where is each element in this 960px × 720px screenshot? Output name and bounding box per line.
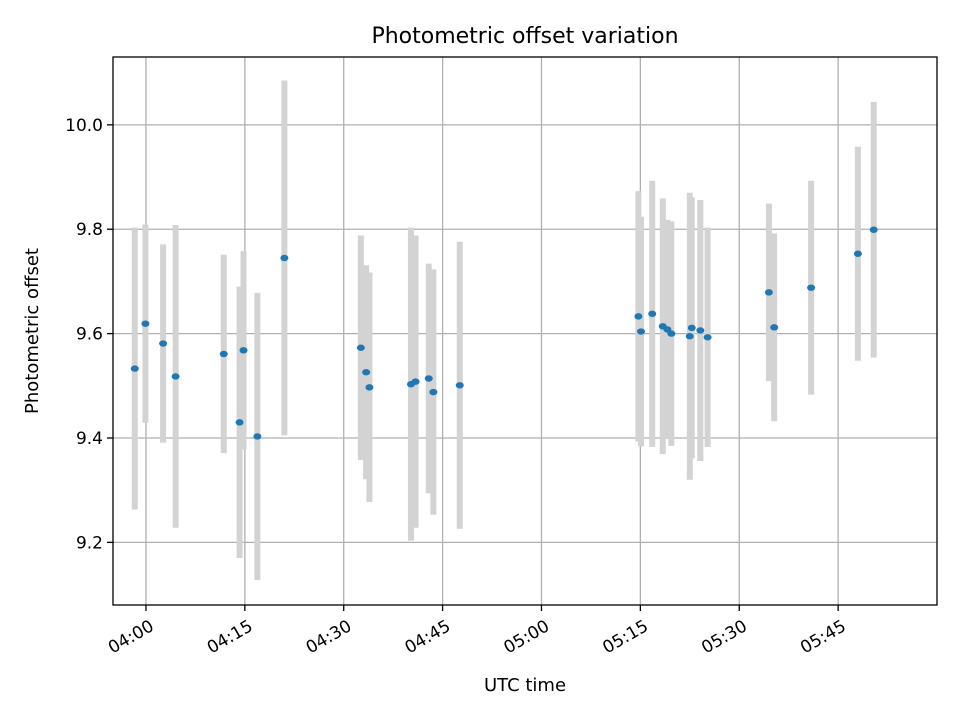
data-point — [770, 324, 779, 331]
data-point — [253, 433, 262, 440]
data-point — [764, 289, 773, 296]
data-points — [130, 226, 878, 440]
chart-title: Photometric offset variation — [371, 24, 678, 49]
y-tick-label: 9.6 — [76, 325, 103, 345]
data-point — [356, 344, 365, 351]
y-tick-label: 9.4 — [76, 429, 103, 449]
y-tick-label: 9.2 — [76, 533, 103, 553]
data-point — [667, 330, 676, 337]
data-point — [219, 350, 228, 358]
data-point — [869, 226, 878, 233]
data-point — [637, 328, 646, 335]
data-point — [239, 347, 248, 354]
data-point — [696, 327, 705, 334]
data-point — [703, 334, 712, 341]
y-axis-label: Photometric offset — [22, 248, 43, 414]
data-point — [687, 324, 696, 332]
data-point — [365, 384, 374, 391]
data-point — [235, 419, 244, 426]
y-tick-label: 9.8 — [76, 220, 103, 240]
x-axis-label: UTC time — [484, 675, 566, 696]
data-point — [853, 250, 862, 257]
data-point — [424, 375, 433, 382]
y-tick-label: 10.0 — [65, 116, 103, 136]
data-point — [411, 378, 420, 385]
data-point — [807, 284, 816, 291]
data-point — [159, 340, 168, 347]
data-point — [648, 310, 657, 317]
data-point — [455, 382, 464, 389]
data-point — [685, 333, 694, 340]
data-point — [362, 369, 371, 376]
data-point — [429, 388, 438, 396]
data-point — [634, 313, 643, 320]
data-point — [141, 320, 150, 327]
data-point — [280, 254, 289, 262]
data-point — [171, 373, 180, 380]
plot-frame — [112, 56, 938, 606]
data-point — [130, 365, 139, 372]
